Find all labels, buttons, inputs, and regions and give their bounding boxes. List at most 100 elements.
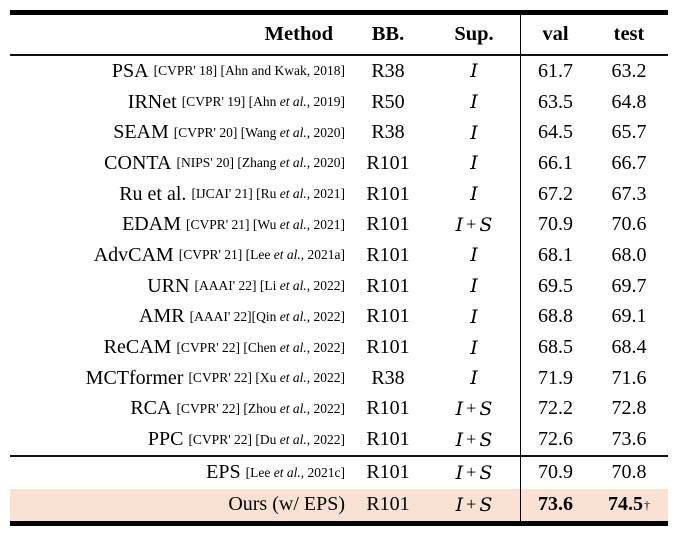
- supervision-cell: I: [470, 244, 478, 267]
- method-citation: [CVPR' 21] [Wu et al., 2021]: [185, 216, 345, 232]
- table-row: IRNet [CVPR' 19] [Ahn et al., 2019] R50 …: [10, 86, 668, 118]
- table-row: URN [AAAI' 22] [Li et al., 2022] R101 I …: [10, 270, 668, 302]
- method-cell: ReCAM [CVPR' 22] [Chen et al., 2022]: [10, 332, 348, 363]
- supervision-cell: I: [470, 121, 478, 144]
- val-cell: 64.5: [520, 117, 590, 149]
- results-table: Method BB. Sup. val test PSA [CVPR' 18] …: [10, 10, 668, 526]
- table-row: RCA [CVPR' 22] [Zhou et al., 2022] R101 …: [10, 393, 668, 425]
- supervision-cell: I + S: [455, 428, 493, 451]
- test-cell: 74.5 †: [608, 493, 650, 516]
- test-cell: 73.6: [611, 428, 647, 451]
- backbone-cell: R38: [371, 59, 405, 82]
- val-cell: 69.5: [520, 270, 590, 302]
- header-val: val: [520, 15, 590, 54]
- supervision-cell: I: [470, 336, 478, 359]
- method-cell: IRNet [CVPR' 19] [Ahn et al., 2019]: [10, 87, 348, 118]
- table-row: EDAM [CVPR' 21] [Wu et al., 2021] R101 I…: [10, 209, 668, 241]
- method-citation: [CVPR' 21] [Lee et al., 2021a]: [178, 247, 345, 263]
- method-cell: EPS [Lee et al., 2021c]: [10, 457, 348, 489]
- supervision-cell: I + S: [455, 213, 493, 236]
- supervision-cell: I: [470, 91, 478, 114]
- table-row: EPS [Lee et al., 2021c] R101 I + S 70.9 70…: [10, 456, 668, 489]
- backbone-cell: R101: [366, 274, 410, 297]
- bottom-rule: [10, 520, 668, 526]
- method-name: ReCAM: [103, 336, 172, 359]
- method-cell: CONTA [NIPS' 20] [Zhang et al., 2020]: [10, 148, 348, 179]
- val-cell: 70.9: [520, 209, 590, 241]
- method-citation: [CVPR' 22] [Du et al., 2022]: [188, 431, 345, 447]
- method-citation: [CVPR' 22] [Chen et al., 2022]: [176, 339, 345, 355]
- test-cell: 66.7: [611, 151, 647, 174]
- method-cell: Ours (w/ EPS): [10, 489, 348, 521]
- method-name: EDAM: [122, 213, 181, 236]
- table-row: PPC [CVPR' 22] [Du et al., 2022] R101 I +…: [10, 424, 668, 455]
- header-supervision: Sup.: [454, 23, 494, 45]
- backbone-cell: R101: [366, 493, 410, 516]
- val-cell: 63.5: [520, 86, 590, 118]
- backbone-cell: R101: [366, 461, 410, 484]
- table-row: Ru et al. [IJCAI' 21] [Ru et al., 2021] …: [10, 178, 668, 210]
- test-cell: 70.8: [611, 461, 647, 484]
- backbone-cell: R101: [366, 397, 410, 420]
- method-name: URN: [147, 274, 190, 297]
- supervision-cell: I: [470, 367, 478, 390]
- test-cell: 71.6: [611, 366, 647, 389]
- table-row: SEAM [CVPR' 20] [Wang et al., 2020] R38 …: [10, 117, 668, 149]
- method-citation: [AAAI' 22][Qin et al., 2022]: [189, 308, 345, 324]
- method-cell: AMR [AAAI' 22][Qin et al., 2022]: [10, 302, 348, 333]
- val-cell: 72.2: [520, 393, 590, 425]
- backbone-cell: R50: [371, 90, 405, 113]
- test-cell: 68.0: [611, 243, 647, 266]
- top-rule: [10, 10, 668, 15]
- table-row: PSA [CVPR' 18] [Ahn and Kwak, 2018] R38 …: [10, 56, 668, 87]
- method-cell: EDAM [CVPR' 21] [Wu et al., 2021]: [10, 209, 348, 240]
- test-cell: 68.4: [611, 336, 647, 359]
- method-cell: Ru et al. [IJCAI' 21] [Ru et al., 2021]: [10, 179, 348, 210]
- supervision-cell: I + S: [455, 493, 493, 516]
- table-row: Ours (w/ EPS) R101 I + S 73.6 74.5 †: [10, 488, 668, 521]
- method-cell: RCA [CVPR' 22] [Zhou et al., 2022]: [10, 394, 348, 425]
- method-name: CONTA: [104, 151, 172, 174]
- supervision-cell: I: [470, 305, 478, 328]
- val-cell: 68.8: [520, 301, 590, 333]
- method-name: RCA: [130, 397, 172, 420]
- supervision-cell: I: [470, 183, 478, 206]
- method-citation: [CVPR' 19] [Ahn et al., 2019]: [181, 94, 345, 110]
- test-cell: 65.7: [611, 121, 647, 144]
- method-citation: [Lee et al., 2021c]: [245, 464, 345, 480]
- method-name: IRNet: [127, 90, 177, 113]
- val-cell: 68.5: [520, 332, 590, 363]
- val-cell: 68.1: [520, 240, 590, 271]
- backbone-cell: R101: [366, 243, 410, 266]
- backbone-cell: R101: [366, 213, 410, 236]
- val-cell: 67.2: [520, 178, 590, 210]
- table-row: AMR [AAAI' 22][Qin et al., 2022] R101 I …: [10, 301, 668, 333]
- backbone-cell: R101: [366, 151, 410, 174]
- header-method: Method: [264, 23, 333, 45]
- method-name: AMR: [139, 305, 185, 328]
- backbone-cell: R101: [366, 305, 410, 328]
- test-cell: 69.7: [611, 274, 647, 297]
- supervision-cell: I + S: [455, 397, 493, 420]
- method-name: PPC: [147, 428, 184, 451]
- val-cell: 72.6: [520, 424, 590, 455]
- method-cell: PSA [CVPR' 18] [Ahn and Kwak, 2018]: [10, 56, 348, 87]
- supervision-cell: I: [470, 275, 478, 298]
- val-cell: 61.7: [520, 56, 590, 87]
- method-citation: [CVPR' 20] [Wang et al., 2020]: [173, 124, 345, 140]
- val-cell: 71.9: [520, 362, 590, 394]
- val-cell: 66.1: [520, 148, 590, 179]
- section-divider-rule: [10, 454, 668, 457]
- method-name: MCTformer: [85, 366, 184, 389]
- method-name: PSA: [111, 59, 149, 82]
- test-cell: 72.8: [611, 397, 647, 420]
- method-citation: [CVPR' 22] [Zhou et al., 2022]: [176, 400, 345, 416]
- table-row: ReCAM [CVPR' 22] [Chen et al., 2022] R10…: [10, 332, 668, 363]
- table-row: CONTA [NIPS' 20] [Zhang et al., 2020] R1…: [10, 148, 668, 179]
- table-row: AdvCAM [CVPR' 21] [Lee et al., 2021a] R1…: [10, 240, 668, 271]
- test-cell: 67.3: [611, 182, 647, 205]
- val-cell: 73.6: [520, 488, 590, 521]
- method-cell: URN [AAAI' 22] [Li et al., 2022]: [10, 271, 348, 302]
- test-cell: 63.2: [611, 59, 647, 82]
- test-cell: 69.1: [611, 305, 647, 328]
